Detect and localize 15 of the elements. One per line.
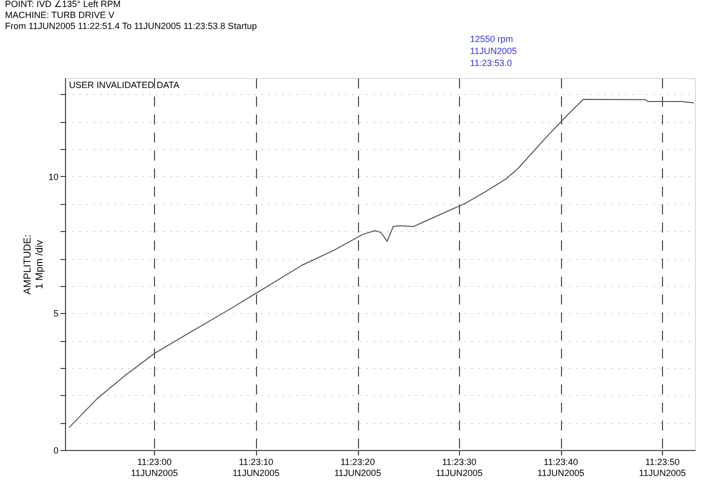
x-tick-label: 11:23:40 11JUN2005 <box>537 457 584 478</box>
x-tick-label: 11:23:20 11JUN2005 <box>334 457 382 478</box>
x-tick-label: 11:23:00 11JUN2005 <box>130 457 178 478</box>
x-tick-label: 11:23:50 11JUN2005 <box>639 457 686 478</box>
x-tick-label: 11:23:10 11JUN2005 <box>232 457 280 478</box>
annotation: USER INVALIDATED DATA <box>69 80 180 90</box>
text: 11JUN2005 <box>470 46 517 56</box>
y-axis-title: AMPLITUDE: 1 Mpm /div <box>22 234 46 295</box>
chart-title: POINT: IVD ∠135° Left RPM MACHINE: TURB DRIVE V From 11JUN2005 11:22:51.4 To 11JUN2005 11:23:53.8 Startup <box>5 0 257 31</box>
y-tick-label: 5 <box>53 308 58 319</box>
text: 11:23:53.0 <box>470 58 512 68</box>
x-tick-label: 11:23:30 11JUN2005 <box>436 457 483 478</box>
y-tick-label: 0 <box>53 446 58 456</box>
text: 12550 rpm <box>470 34 514 44</box>
y-tick-label: 10 <box>48 172 58 182</box>
